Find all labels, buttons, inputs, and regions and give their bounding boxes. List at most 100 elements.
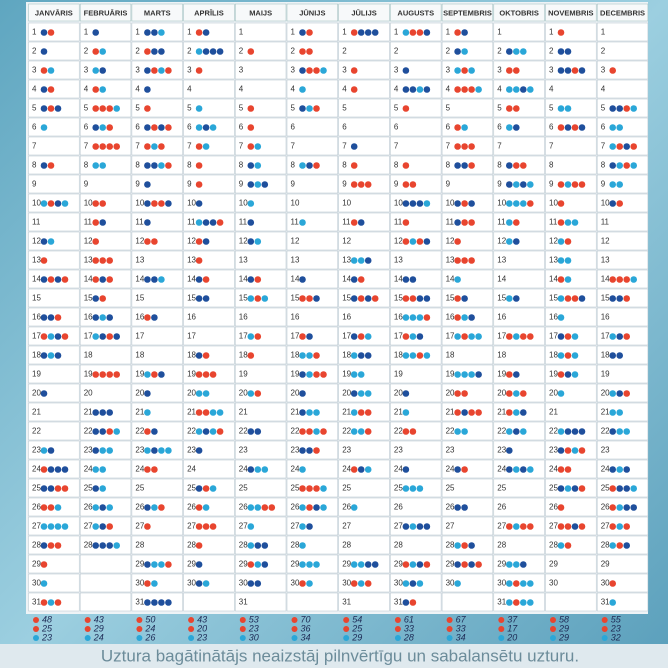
sticker	[247, 352, 255, 359]
day-cell	[286, 231, 338, 251]
sticker	[454, 29, 461, 36]
sticker	[144, 580, 151, 587]
day-number: 16	[187, 313, 196, 322]
sticker	[402, 162, 410, 169]
sticker	[616, 162, 623, 169]
sticker	[202, 124, 210, 131]
sticker	[616, 466, 623, 473]
sticker	[247, 48, 255, 55]
sticker	[402, 181, 410, 188]
sticker	[371, 295, 379, 302]
day-number: 7	[497, 142, 502, 151]
sticker	[299, 466, 306, 473]
day-number: 2	[187, 47, 192, 56]
sticker	[513, 162, 520, 169]
sticker	[306, 352, 313, 359]
day-cell	[338, 516, 390, 536]
sticker	[320, 371, 327, 378]
month-total: 33	[456, 623, 466, 633]
sticker	[195, 257, 203, 264]
sticker	[299, 219, 306, 226]
sticker	[54, 485, 62, 492]
day-number: 17	[32, 332, 41, 341]
day-cell	[493, 136, 545, 156]
sticker	[416, 523, 424, 530]
sticker	[99, 542, 106, 549]
day-cell	[131, 79, 183, 99]
sticker	[557, 200, 565, 207]
day-number: 7	[84, 142, 89, 151]
sticker	[209, 48, 217, 55]
day-cell	[545, 155, 597, 175]
day-number: 17	[549, 332, 558, 341]
day-number: 20	[446, 389, 455, 398]
sticker	[416, 485, 424, 492]
sticker	[364, 428, 372, 435]
sticker	[40, 124, 48, 131]
day-number: 25	[187, 484, 196, 493]
sticker	[506, 162, 513, 169]
sticker	[350, 371, 358, 378]
sticker	[144, 504, 151, 511]
day-number: 25	[291, 484, 300, 493]
sticker	[578, 485, 586, 492]
day-number: 20	[497, 389, 506, 398]
sticker	[47, 276, 55, 283]
month-total: 70	[301, 614, 311, 624]
month-header: JŪNIJS	[299, 8, 325, 17]
day-number: 17	[497, 332, 506, 341]
sticker	[564, 485, 572, 492]
sticker	[461, 466, 468, 473]
sticker	[299, 86, 306, 93]
sticker	[616, 181, 623, 188]
sticker	[195, 485, 203, 492]
day-number: 30	[239, 579, 248, 588]
day-number: 29	[446, 560, 455, 569]
sticker	[144, 67, 151, 74]
day-number: 20	[84, 389, 93, 398]
sticker	[475, 561, 482, 568]
sticker	[144, 371, 151, 378]
sticker	[402, 466, 410, 473]
day-number: 2	[342, 47, 347, 56]
sticker	[520, 523, 527, 530]
sticker	[158, 276, 165, 283]
sticker	[423, 238, 431, 245]
sticker	[616, 105, 623, 112]
sticker	[202, 371, 210, 378]
sticker	[402, 390, 410, 397]
day-number: 28	[135, 541, 144, 550]
sticker	[423, 352, 431, 359]
sticker	[350, 561, 358, 568]
sticker	[40, 352, 48, 359]
day-number: 8	[84, 161, 89, 170]
sticker	[299, 371, 306, 378]
month-total: 58	[559, 614, 569, 624]
day-cell	[596, 231, 649, 251]
month-total: 34	[301, 632, 311, 642]
sticker	[609, 67, 616, 74]
day-number: 13	[394, 256, 403, 265]
day-number: 13	[84, 256, 93, 265]
sticker	[416, 352, 424, 359]
sticker	[402, 276, 410, 283]
day-cell	[131, 516, 183, 536]
day-number: 17	[135, 332, 144, 341]
day-cell	[235, 22, 287, 42]
sticker	[54, 276, 62, 283]
day-number: 21	[446, 408, 455, 417]
day-cell	[390, 98, 442, 118]
sticker	[468, 371, 475, 378]
sticker	[513, 466, 520, 473]
total-dot	[446, 635, 453, 641]
day-number: 22	[84, 427, 93, 436]
day-number: 4	[342, 85, 347, 94]
sticker	[506, 200, 513, 207]
day-number: 19	[342, 370, 351, 379]
month-header: OKTOBRIS	[499, 8, 538, 17]
day-number: 4	[446, 85, 451, 94]
day-cell	[235, 79, 287, 99]
sticker	[158, 447, 165, 454]
month-total: 25	[41, 623, 53, 633]
sticker	[557, 181, 565, 188]
